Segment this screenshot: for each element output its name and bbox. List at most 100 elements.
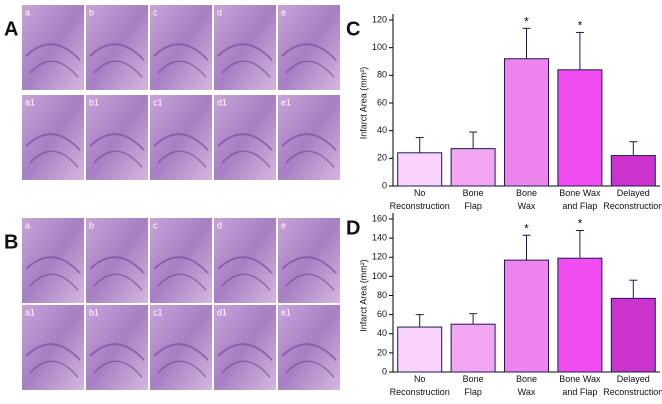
x-tick-label: Delayed Reconstruction — [603, 188, 662, 211]
image-label: c — [153, 7, 158, 17]
image-label: d1 — [217, 97, 227, 107]
tissue-structure — [93, 60, 143, 78]
tissue-structure — [281, 43, 337, 61]
bar — [557, 257, 603, 373]
histology-image — [22, 95, 84, 180]
x-tick-label: No Reconstruction — [390, 188, 450, 211]
tissue-structure — [89, 256, 145, 274]
bar — [397, 326, 443, 373]
bar — [397, 152, 443, 187]
x-tick-label: Bone Wax and Flap — [559, 374, 601, 397]
histology-image — [278, 218, 340, 303]
tissue-structure — [217, 343, 273, 361]
image-label: b — [89, 220, 94, 230]
tissue-structure — [221, 150, 271, 168]
histology-image — [150, 95, 212, 180]
tissue-structure — [25, 256, 81, 274]
histology-image — [86, 305, 148, 390]
image-label: d — [217, 7, 222, 17]
image-label: a1 — [25, 307, 35, 317]
y-tick-label: 100 — [372, 271, 387, 281]
y-tick-label: 60 — [377, 309, 387, 319]
tissue-structure — [221, 360, 271, 378]
bar — [610, 155, 656, 187]
y-tick-label: 80 — [377, 70, 387, 80]
histology-image — [22, 305, 84, 390]
image-label: d — [217, 220, 222, 230]
significance-marker: * — [524, 221, 529, 235]
histology-image — [22, 218, 84, 303]
tissue-structure — [89, 343, 145, 361]
tissue-structure — [89, 133, 145, 151]
x-tick-label: No Reconstruction — [390, 374, 450, 397]
tissue-structure — [153, 256, 209, 274]
tissue-structure — [93, 360, 143, 378]
y-tick-label: 120 — [372, 252, 387, 262]
histology-image — [214, 5, 276, 90]
bar — [557, 69, 603, 187]
tissue-structure — [285, 360, 335, 378]
histology-image — [214, 218, 276, 303]
histology-image — [22, 5, 84, 90]
tissue-structure — [89, 43, 145, 61]
y-tick-label: 20 — [377, 153, 387, 163]
image-label: c — [153, 220, 158, 230]
image-label: a — [25, 7, 30, 17]
significance-marker: * — [578, 217, 583, 231]
y-axis-label: Infarct Area (mm²) — [358, 259, 368, 332]
image-label: a — [25, 220, 30, 230]
image-label: b — [89, 7, 94, 17]
y-tick-label: 40 — [377, 125, 387, 135]
tissue-structure — [157, 273, 207, 291]
y-tick-label: 160 — [372, 213, 387, 223]
tissue-structure — [221, 60, 271, 78]
image-label: a1 — [25, 97, 35, 107]
tissue-structure — [93, 273, 143, 291]
tissue-structure — [285, 273, 335, 291]
y-tick-label: 100 — [372, 42, 387, 52]
histology-image — [150, 218, 212, 303]
histology-image — [214, 95, 276, 180]
tissue-structure — [29, 60, 79, 78]
tissue-structure — [153, 343, 209, 361]
significance-marker: * — [524, 14, 529, 28]
y-tick-label: 60 — [377, 97, 387, 107]
tissue-structure — [217, 43, 273, 61]
image-label: d1 — [217, 307, 227, 317]
image-label: c1 — [153, 97, 163, 107]
tissue-structure — [157, 60, 207, 78]
bar — [610, 297, 656, 373]
histology-image — [150, 5, 212, 90]
tissue-structure — [29, 150, 79, 168]
bar — [504, 58, 549, 187]
histology-image — [86, 5, 148, 90]
tissue-structure — [29, 360, 79, 378]
tissue-structure — [25, 43, 81, 61]
tissue-structure — [217, 256, 273, 274]
tissue-structure — [25, 133, 81, 151]
image-label: e1 — [281, 97, 291, 107]
y-tick-label: 0 — [382, 180, 387, 190]
tissue-structure — [281, 133, 337, 151]
tissue-structure — [217, 133, 273, 151]
histology-image — [278, 95, 340, 180]
x-tick-label: Bone Wax — [516, 188, 537, 211]
panel-label: B — [4, 231, 18, 253]
tissue-structure — [157, 360, 207, 378]
tissue-structure — [221, 273, 271, 291]
histology-image — [214, 305, 276, 390]
panel-label: C — [346, 18, 360, 40]
tissue-structure — [285, 150, 335, 168]
tissue-structure — [285, 60, 335, 78]
image-label: b1 — [89, 307, 99, 317]
tissue-structure — [153, 43, 209, 61]
tissue-structure — [281, 256, 337, 274]
tissue-structure — [25, 343, 81, 361]
image-label: e — [281, 220, 286, 230]
bar — [504, 259, 549, 373]
image-label: e — [281, 7, 286, 17]
tissue-structure — [153, 133, 209, 151]
histology-image — [86, 95, 148, 180]
tissue-structure — [281, 343, 337, 361]
